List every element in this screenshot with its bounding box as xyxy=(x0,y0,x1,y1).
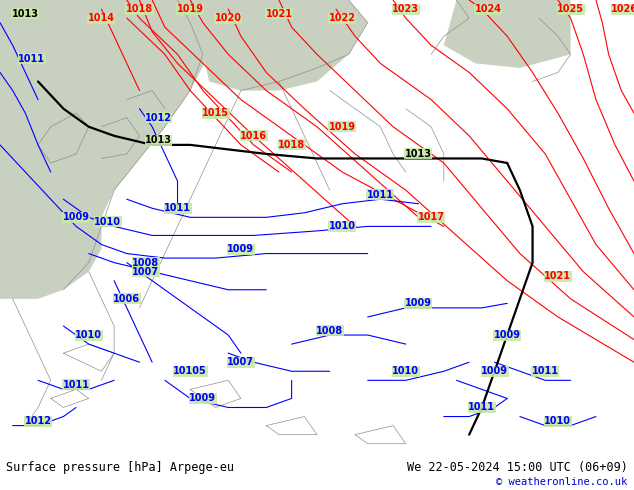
Text: 1017: 1017 xyxy=(418,212,444,222)
Text: 1020: 1020 xyxy=(215,13,242,23)
Text: 1026: 1026 xyxy=(611,4,634,14)
Text: 1006: 1006 xyxy=(113,294,140,304)
Text: 1010: 1010 xyxy=(75,330,102,340)
Text: 1019: 1019 xyxy=(329,122,356,132)
Polygon shape xyxy=(444,0,571,68)
Text: Surface pressure [hPa] Arpege-eu: Surface pressure [hPa] Arpege-eu xyxy=(6,461,235,474)
Text: 1013: 1013 xyxy=(12,9,39,19)
Text: © weatheronline.co.uk: © weatheronline.co.uk xyxy=(496,477,628,487)
Text: 1021: 1021 xyxy=(266,9,292,19)
Text: We 22-05-2024 15:00 UTC (06+09): We 22-05-2024 15:00 UTC (06+09) xyxy=(407,461,628,474)
Text: 1009: 1009 xyxy=(481,366,508,376)
Text: 1023: 1023 xyxy=(392,4,419,14)
Text: 1007: 1007 xyxy=(228,357,254,367)
Text: 1011: 1011 xyxy=(164,203,191,213)
Text: 1011: 1011 xyxy=(63,380,89,390)
Text: 1010: 1010 xyxy=(545,416,571,426)
Text: 1009: 1009 xyxy=(63,212,89,222)
Text: 1009: 1009 xyxy=(228,244,254,254)
Text: 1010: 1010 xyxy=(94,217,121,227)
Text: 1013: 1013 xyxy=(405,149,432,159)
Text: 1011: 1011 xyxy=(18,54,45,64)
Text: 1008: 1008 xyxy=(133,258,159,268)
Text: 1013: 1013 xyxy=(145,135,172,146)
Text: 1010: 1010 xyxy=(392,366,419,376)
Text: 1025: 1025 xyxy=(557,4,584,14)
Text: 1014: 1014 xyxy=(88,13,115,23)
Polygon shape xyxy=(178,0,368,91)
Text: 1009: 1009 xyxy=(405,298,432,308)
Text: 1019: 1019 xyxy=(177,4,204,14)
Text: 1021: 1021 xyxy=(545,271,571,281)
Text: 1011: 1011 xyxy=(532,366,559,376)
Text: 1011: 1011 xyxy=(367,190,394,200)
Text: 1010: 1010 xyxy=(329,221,356,231)
Text: 1024: 1024 xyxy=(475,4,501,14)
Text: 10105: 10105 xyxy=(173,366,207,376)
Polygon shape xyxy=(0,0,209,299)
Text: 1012: 1012 xyxy=(145,113,172,122)
Text: 1007: 1007 xyxy=(133,267,159,277)
Text: 1018: 1018 xyxy=(126,4,153,14)
Text: 1008: 1008 xyxy=(316,325,343,336)
Text: 1022: 1022 xyxy=(329,13,356,23)
Text: 1016: 1016 xyxy=(240,131,267,141)
Text: 1012: 1012 xyxy=(25,416,51,426)
Text: 1009: 1009 xyxy=(190,393,216,403)
Text: 1009: 1009 xyxy=(494,330,521,340)
Text: 1011: 1011 xyxy=(469,402,495,413)
Text: 1018: 1018 xyxy=(278,140,305,150)
Text: 1015: 1015 xyxy=(202,108,229,118)
